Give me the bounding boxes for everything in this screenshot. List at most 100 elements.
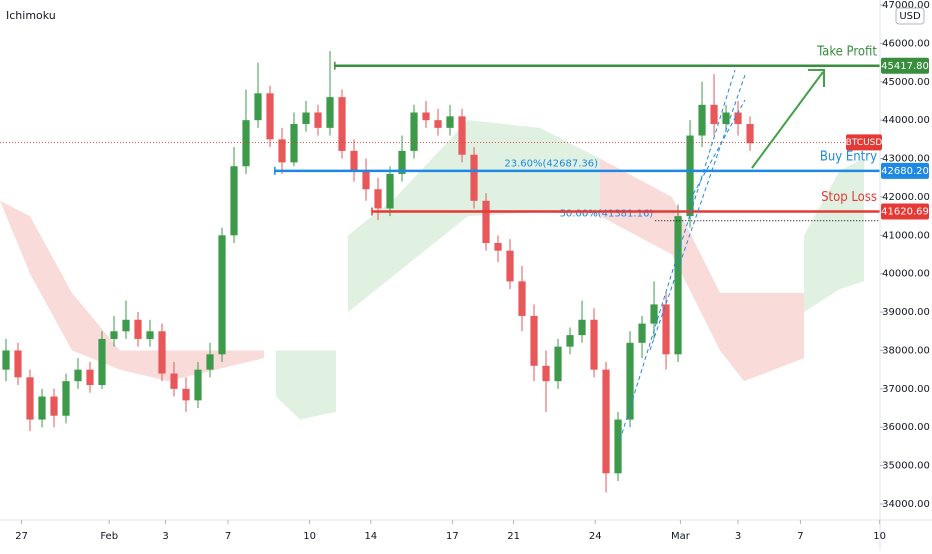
candle-body xyxy=(218,235,226,355)
candle-body xyxy=(494,242,502,251)
candle-body xyxy=(386,173,394,209)
x-tick-label: 3 xyxy=(162,531,168,542)
cloud-layer xyxy=(0,120,865,420)
x-tick-label: 27 xyxy=(15,531,28,542)
ichimoku-cloud xyxy=(804,158,865,313)
candle-body xyxy=(62,381,70,416)
candle-body xyxy=(242,120,250,167)
y-tick-label: 35000.00 xyxy=(882,461,930,472)
candle-body xyxy=(98,338,106,386)
target-arrow-head xyxy=(808,69,825,87)
candle-body xyxy=(158,331,166,374)
y-tick-label: 37000.00 xyxy=(882,384,930,395)
candle-body xyxy=(458,116,466,155)
x-tick-label: Mar xyxy=(671,531,691,542)
candle-body xyxy=(122,319,130,332)
candle-body xyxy=(674,216,682,355)
chart-title: Ichimoku xyxy=(6,9,56,22)
target-arrow xyxy=(751,71,824,169)
x-tick-label: 7 xyxy=(797,531,803,542)
candle-body xyxy=(266,93,274,140)
candle-layer xyxy=(2,51,754,493)
candle-body xyxy=(194,369,202,401)
ichimoku-cloud xyxy=(0,200,265,382)
y-tick-label: 39000.00 xyxy=(882,307,930,318)
candle-body xyxy=(254,93,262,121)
candle-body xyxy=(290,124,298,163)
x-tick-label: 3 xyxy=(735,531,741,542)
candle-body xyxy=(206,354,214,370)
y-tick-label: 38000.00 xyxy=(882,345,930,356)
candle-body xyxy=(530,315,538,366)
y-tick-label: 47000.00 xyxy=(882,0,930,11)
price-tag-label: 45417.80 xyxy=(881,61,929,72)
candle-body xyxy=(182,388,190,401)
candle-body xyxy=(638,323,646,343)
projection-line xyxy=(689,99,746,201)
x-tick-label: 10 xyxy=(303,531,316,542)
price-tag-label: 41620.69 xyxy=(881,206,929,217)
candle-body xyxy=(74,369,82,382)
candle-body xyxy=(590,319,598,370)
x-tick-label: 24 xyxy=(589,531,602,542)
candle-body xyxy=(554,346,562,382)
axis-layer: 34000.00 35000.00 36000.00 37000.00 38000.00… xyxy=(15,0,930,542)
candle-body xyxy=(278,139,286,163)
x-tick-label: 7 xyxy=(225,531,231,542)
candle-body xyxy=(50,396,58,416)
candle-body xyxy=(746,124,754,144)
candle-body xyxy=(518,281,526,316)
x-tick-label: 21 xyxy=(507,531,520,542)
y-tick-label: 46000.00 xyxy=(882,38,930,49)
y-tick-label: 43000.00 xyxy=(882,154,930,165)
last-price-tag xyxy=(846,134,882,151)
candle-body xyxy=(26,377,34,420)
y-tick-label: 41000.00 xyxy=(882,230,930,241)
candle-body xyxy=(566,335,574,347)
y-tick-label: 36000.00 xyxy=(882,422,930,433)
candle-body xyxy=(734,112,742,125)
candle-body xyxy=(686,135,694,217)
currency-badge xyxy=(895,7,925,25)
candle-body xyxy=(326,97,334,128)
fib-label: 50.00%(41381.16) xyxy=(560,209,654,220)
candle-body xyxy=(482,200,490,243)
ichimoku-cloud xyxy=(348,120,601,313)
candle-body xyxy=(146,331,154,339)
candle-body xyxy=(662,304,670,355)
projection-line xyxy=(619,69,736,441)
candle-body xyxy=(626,342,634,420)
candle-body xyxy=(650,304,658,324)
y-tick-label: 40000.00 xyxy=(882,269,930,280)
x-tick-label: Feb xyxy=(100,531,118,542)
candle-body xyxy=(14,350,22,378)
price-tag xyxy=(881,162,929,179)
y-tick-label: 45000.00 xyxy=(882,77,930,88)
last-price-label: BTCUSD xyxy=(846,138,883,148)
candle-body xyxy=(230,166,238,236)
candle-body xyxy=(434,120,442,128)
y-tick-label: 44000.00 xyxy=(882,115,930,126)
x-tick-label: 10 xyxy=(873,531,886,542)
candle-body xyxy=(722,112,730,125)
x-tick-label: 14 xyxy=(364,531,377,542)
candle-body xyxy=(506,250,514,282)
candle-body xyxy=(374,189,382,209)
candle-body xyxy=(86,369,94,386)
candle-body xyxy=(446,116,454,128)
candle-body xyxy=(110,331,118,339)
candle-body xyxy=(422,112,430,121)
candle-body xyxy=(578,319,586,336)
price-tag xyxy=(881,203,929,220)
candle-body xyxy=(302,112,310,125)
ichimoku-cloud xyxy=(276,350,337,420)
candle-body xyxy=(134,319,142,339)
y-tick-label: 34000.00 xyxy=(882,499,930,510)
candle-body xyxy=(614,419,622,474)
ichimoku-cloud xyxy=(600,158,805,382)
level-label: Take Profit xyxy=(816,44,877,59)
level-layer: 23.60%(42687.36) 50.00%(41381.16) Take Pro… xyxy=(0,44,880,222)
candle-body xyxy=(38,396,46,420)
